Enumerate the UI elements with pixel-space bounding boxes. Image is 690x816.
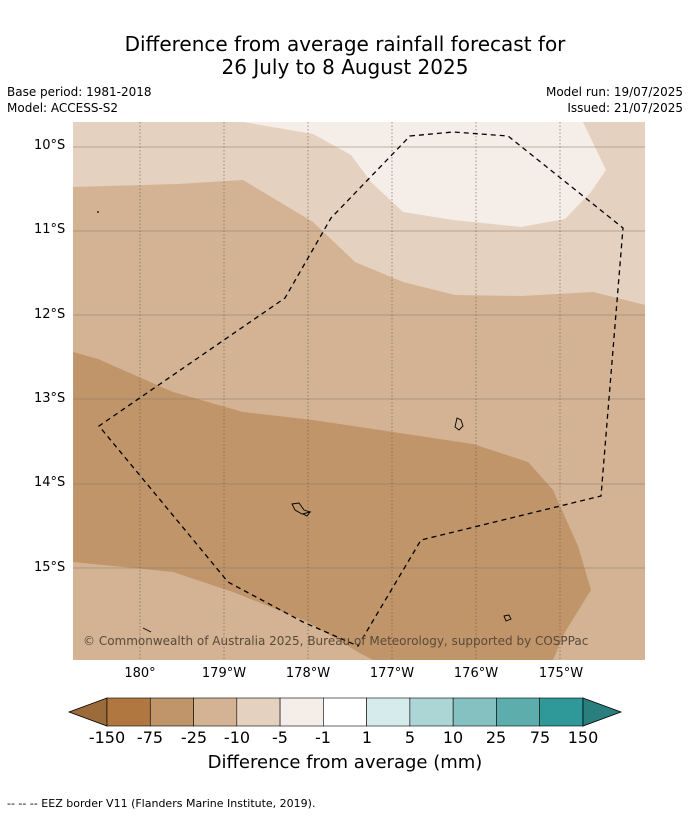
lon-label-178w: 178°W <box>285 666 331 681</box>
band-minus5-minus1 <box>243 122 606 227</box>
island-central-small <box>301 511 312 517</box>
model-name: Model: ACCESS-S2 <box>7 101 119 115</box>
legend-swatch <box>106 697 151 727</box>
legend-swatch <box>539 697 584 727</box>
lat-label-11s: 11°S <box>34 222 66 237</box>
meta-left: Base period: 1981-2018 Model: ACCESS-S2 <box>7 84 152 116</box>
legend-swatch <box>452 697 497 727</box>
island-east <box>454 417 464 431</box>
eez-footnote: -- -- -- EEZ border V11 (Flanders Marine… <box>7 797 316 810</box>
lon-label-176w: 176°W <box>453 666 499 681</box>
legend-swatch <box>366 697 411 727</box>
legend-tick: 10 <box>442 728 464 747</box>
legend-swatch <box>236 697 281 727</box>
base-period: Base period: 1981-2018 <box>7 85 152 99</box>
lon-label-175w: 175°W <box>538 666 584 681</box>
legend-swatch <box>323 697 367 727</box>
legend-swatch <box>279 697 324 727</box>
legend-tick: -10 <box>223 728 251 747</box>
map-title-line1: Difference from average rainfall forecas… <box>124 32 566 56</box>
legend-tick: -1 <box>315 728 331 747</box>
legend-tick: 25 <box>485 728 507 747</box>
lat-label-15s: 15°S <box>34 560 66 575</box>
rainfall-map-svg <box>73 122 645 660</box>
rainfall-map: © Commonwealth of Australia 2025, Bureau… <box>73 122 645 660</box>
legend-tick: -25 <box>180 728 208 747</box>
legend-colorbar <box>67 697 623 727</box>
legend-swatch <box>409 697 454 727</box>
legend-tick: -150 <box>88 728 126 747</box>
legend-tick: 5 <box>404 728 416 747</box>
legend-tick: 150 <box>567 728 599 747</box>
gridlines <box>73 146 645 569</box>
legend-swatch <box>149 697 194 727</box>
meridians <box>139 122 561 660</box>
model-run: Model run: 19/07/2025 <box>545 85 683 99</box>
legend-arrow-right <box>582 697 623 727</box>
band-lower-left <box>73 562 373 660</box>
island-dot <box>97 211 99 213</box>
copyright-notice: © Commonwealth of Australia 2025, Bureau… <box>83 634 589 648</box>
legend-swatch <box>496 697 540 727</box>
issued-date: Issued: 21/07/2025 <box>567 101 683 115</box>
lat-label-12s: 12°S <box>34 307 66 322</box>
legend-title: Difference from average (mm) <box>207 752 483 773</box>
legend-swatch <box>193 697 238 727</box>
meta-right: Model run: 19/07/2025 Issued: 21/07/2025 <box>546 84 683 116</box>
map-title-line2: 26 July to 8 August 2025 <box>221 55 469 79</box>
legend-tick: -5 <box>272 728 288 747</box>
lat-label-14s: 14°S <box>34 475 66 490</box>
lat-label-13s: 13°S <box>34 391 66 406</box>
lon-label-180: 180° <box>124 666 156 681</box>
lon-label-177w: 177°W <box>369 666 415 681</box>
legend-tick: 75 <box>529 728 551 747</box>
lon-label-179w: 179°W <box>201 666 247 681</box>
lat-label-10s: 10°S <box>34 138 66 153</box>
island-south <box>503 614 512 622</box>
legend-arrow-left <box>67 697 108 727</box>
legend-tick: -75 <box>136 728 164 747</box>
island-southwest <box>142 627 152 633</box>
legend-tick: 1 <box>361 728 373 747</box>
